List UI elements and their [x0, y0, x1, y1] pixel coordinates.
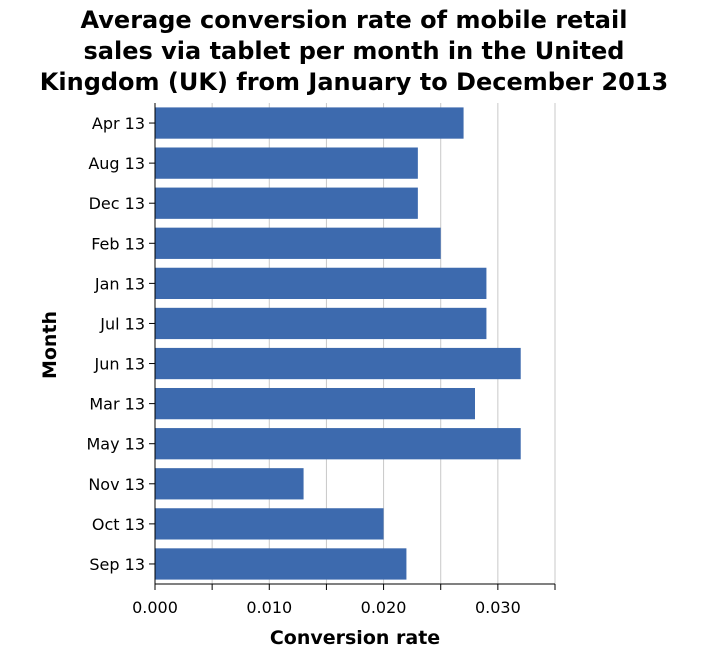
x-tick-label: 0.010 [246, 598, 292, 617]
y-tick-label: Feb 13 [91, 234, 145, 253]
x-axis-label: Conversion rate [270, 627, 440, 649]
bar-mar-13 [155, 387, 475, 420]
bar-dec-13 [155, 187, 418, 219]
y-tick-label: Apr 13 [92, 114, 145, 133]
bar-nov-13 [155, 468, 304, 500]
y-tick-label: Aug 13 [88, 154, 145, 173]
y-tick-label: Jul 13 [99, 314, 145, 333]
axes [154, 103, 555, 585]
bars [155, 107, 521, 580]
chart-title: Average conversion rate of mobile retail… [40, 6, 668, 96]
y-tick-label: Nov 13 [88, 475, 145, 494]
bar-jun-13 [155, 347, 521, 380]
bar-oct-13 [155, 508, 384, 540]
y-tick-label: Jan 13 [94, 274, 145, 293]
grid-lines [154, 103, 556, 584]
chart-title-line-3: Kingdom (UK) from January to December 20… [40, 68, 668, 96]
y-tick-label: Jun 13 [94, 355, 145, 374]
y-tick-label: Sep 13 [89, 555, 145, 574]
bar-apr-13 [155, 107, 464, 139]
chart-title-line-1: Average conversion rate of mobile retail [81, 6, 628, 34]
bar-feb-13 [155, 227, 441, 259]
bar-jul-13 [155, 307, 487, 340]
bar-may-13 [155, 428, 521, 460]
bar-sep-13 [155, 548, 407, 580]
y-axis-label: Month [39, 311, 61, 379]
bar-jan-13 [155, 267, 487, 300]
y-tick-label: Mar 13 [89, 395, 145, 414]
ticks: Apr 13 Aug 13 Dec 13 Feb 13 Jan 13 Jul 13 Jun … [86, 114, 556, 617]
bar-aug-13 [155, 147, 418, 179]
y-tick-label: Oct 13 [92, 515, 145, 534]
x-tick-label: 0.020 [361, 598, 407, 617]
x-tick-label: 0.030 [475, 598, 521, 617]
y-tick-label: Dec 13 [89, 194, 145, 213]
x-tick-label: 0.000 [132, 598, 178, 617]
chart-title-line-2: sales via tablet per month in the United [84, 37, 625, 65]
y-tick-label: May 13 [86, 435, 145, 454]
